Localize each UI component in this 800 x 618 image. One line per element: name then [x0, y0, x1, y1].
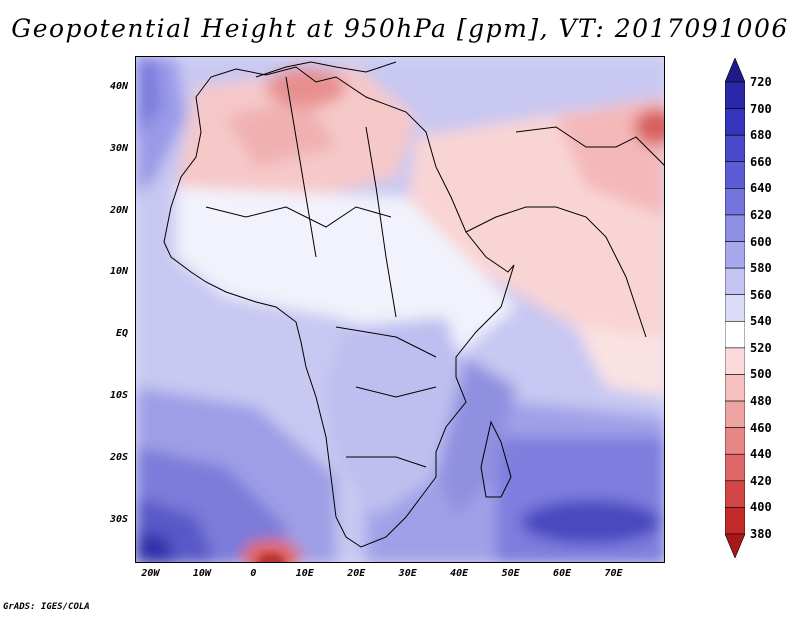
- colorbar-swatch: [725, 347, 745, 375]
- colorbar-tick-label: 400: [750, 500, 772, 515]
- lon-tick-label: 0: [250, 568, 257, 579]
- colorbar-swatch: [725, 108, 745, 136]
- lon-tick-label: 70E: [604, 568, 623, 579]
- colorbar-tick-label: 480: [750, 394, 772, 409]
- colorbar-swatch: [725, 400, 745, 428]
- lon-tick-label: 20W: [141, 568, 160, 579]
- colorbar-swatch: [725, 294, 745, 322]
- colorbar-tick-label: 580: [750, 261, 772, 276]
- colorbar-tick-label: 560: [750, 287, 772, 302]
- colorbar-swatch: [725, 134, 745, 163]
- colorbar-swatch: [725, 507, 745, 535]
- colorbar-swatch: [725, 241, 745, 269]
- height-field-shading: [136, 57, 664, 562]
- colorbar-swatch: [725, 453, 745, 482]
- colorbar-swatch: [725, 533, 745, 558]
- africa-coastline: [163, 66, 515, 548]
- colorbar-tick-label: 420: [750, 473, 772, 488]
- arabia-india-coast: [465, 206, 647, 338]
- lon-tick-label: 10E: [295, 568, 314, 579]
- middle-east-coast: [515, 126, 664, 166]
- colorbar-swatch: [725, 58, 745, 83]
- colorbar-tick-label: 500: [750, 367, 772, 382]
- colorbar-tick-label: 620: [750, 207, 772, 222]
- lon-tick-label: 40E: [450, 568, 469, 579]
- colorbar-swatch: [725, 161, 745, 189]
- border-2: [365, 126, 397, 318]
- lon-tick-label: 30E: [398, 568, 417, 579]
- lat-tick-label: 30N: [109, 142, 128, 154]
- lon-tick-label: 20E: [347, 568, 366, 579]
- lat-tick-label: 10N: [109, 266, 128, 278]
- colorbar-tick-label: 540: [750, 314, 772, 329]
- colorbar-tick-label: 440: [750, 447, 772, 462]
- lat-tick-label: 20S: [109, 451, 128, 463]
- low-pressure-center: [257, 553, 285, 562]
- colorbar-swatch: [725, 81, 745, 109]
- europe-coast: [255, 61, 397, 78]
- lon-tick-label: 50E: [501, 568, 520, 579]
- footer-credit: GrADS: IGES/COLA: [3, 602, 90, 612]
- colorbar-tick-label: 700: [750, 101, 772, 116]
- colorbar-tick-label: 460: [750, 420, 772, 435]
- lat-tick-label: 30S: [109, 513, 128, 525]
- border-1: [285, 76, 317, 258]
- map-svg: [136, 57, 664, 562]
- lat-tick-label: 40N: [109, 80, 128, 92]
- colorbar-tick-label: 660: [750, 154, 772, 169]
- border-3: [335, 326, 437, 358]
- sahel-borders: [205, 206, 392, 228]
- lat-tick-label: EQ: [115, 328, 128, 340]
- colorbar-tick-label: 640: [750, 181, 772, 196]
- colorbar-tick-label: 380: [750, 527, 772, 541]
- colorbar: [725, 58, 745, 558]
- colorbar-swatch: [725, 214, 745, 242]
- lon-tick-label: 60E: [553, 568, 572, 579]
- lat-tick-label: 10S: [109, 390, 128, 402]
- colorbar-tick-label: 680: [750, 128, 772, 143]
- colorbar-swatch: [725, 480, 745, 508]
- lon-tick-label: 10W: [192, 568, 211, 579]
- madagascar: [480, 420, 512, 498]
- map-plot-area: [135, 56, 665, 563]
- colorbar-swatch: [725, 267, 745, 296]
- colorbar-swatch: [725, 427, 745, 455]
- colorbar-tick-label: 720: [750, 75, 772, 89]
- border-4: [355, 386, 437, 398]
- border-5: [346, 456, 427, 468]
- colorbar-tick-label: 600: [750, 234, 772, 249]
- colorbar-swatch: [725, 320, 745, 349]
- colorbar-tick-label: 520: [750, 340, 772, 355]
- colorbar-swatch: [725, 374, 745, 402]
- lat-tick-label: 20N: [109, 204, 128, 216]
- chart-title: Geopotential Height at 950hPa [gpm], VT:…: [11, 14, 789, 43]
- colorbar-swatch: [725, 188, 745, 216]
- coastlines: [163, 61, 664, 548]
